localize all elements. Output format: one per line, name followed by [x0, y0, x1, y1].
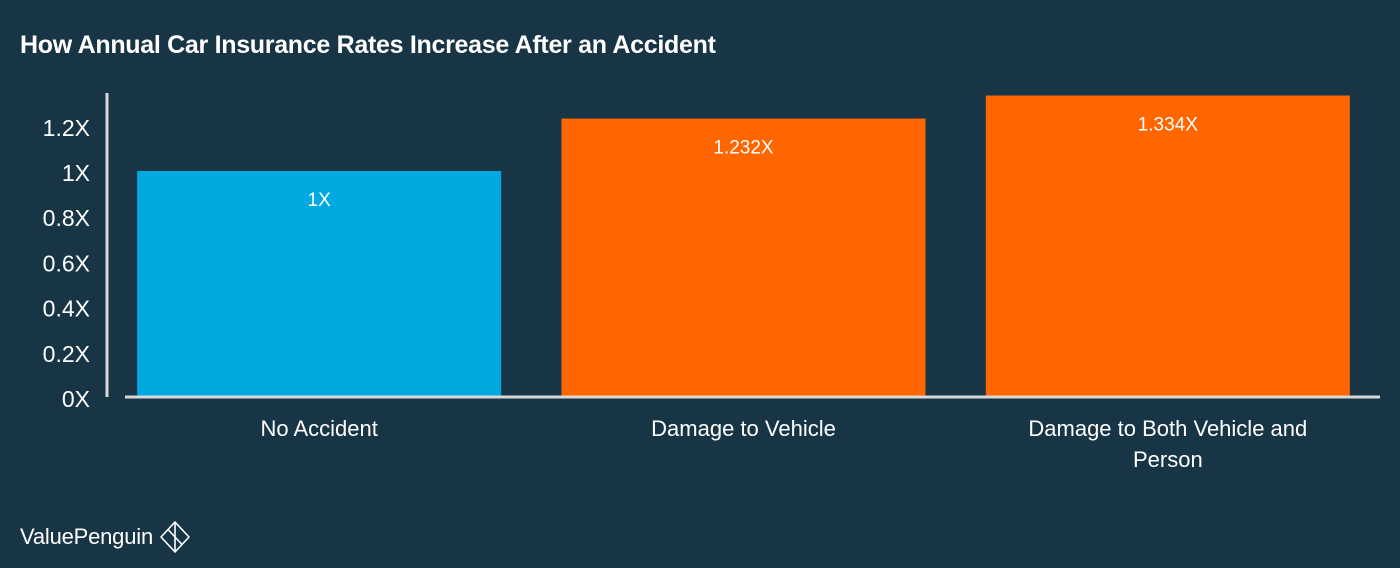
y-tick-label: 1.2X	[43, 115, 90, 141]
chart-title: How Annual Car Insurance Rates Increase …	[20, 31, 716, 59]
y-tick-label: 0.8X	[43, 205, 90, 231]
x-tick-label: Damage to Both Vehicle and	[1028, 416, 1307, 441]
bar-value-label: 1.232X	[713, 138, 774, 159]
x-tick-label: Person	[1133, 447, 1203, 472]
brand-name: ValuePenguin	[20, 524, 153, 549]
bar	[561, 118, 926, 398]
bar	[137, 171, 502, 397]
x-tick-label: No Accident	[260, 416, 377, 441]
penguin-diamond-icon	[160, 521, 190, 553]
bar	[985, 95, 1350, 398]
y-tick-label: 0.2X	[43, 341, 90, 367]
y-tick-label: 0.4X	[43, 296, 90, 322]
brand-logo: ValuePenguin	[20, 520, 192, 554]
bar-value-label: 1X	[308, 190, 332, 211]
y-tick-label: 0.6X	[43, 250, 90, 276]
bar-value-label: 1.334X	[1138, 115, 1199, 136]
x-tick-label: Damage to Vehicle	[651, 416, 836, 441]
y-tick-label: 0X	[62, 386, 90, 412]
y-tick-label: 1X	[62, 160, 90, 186]
